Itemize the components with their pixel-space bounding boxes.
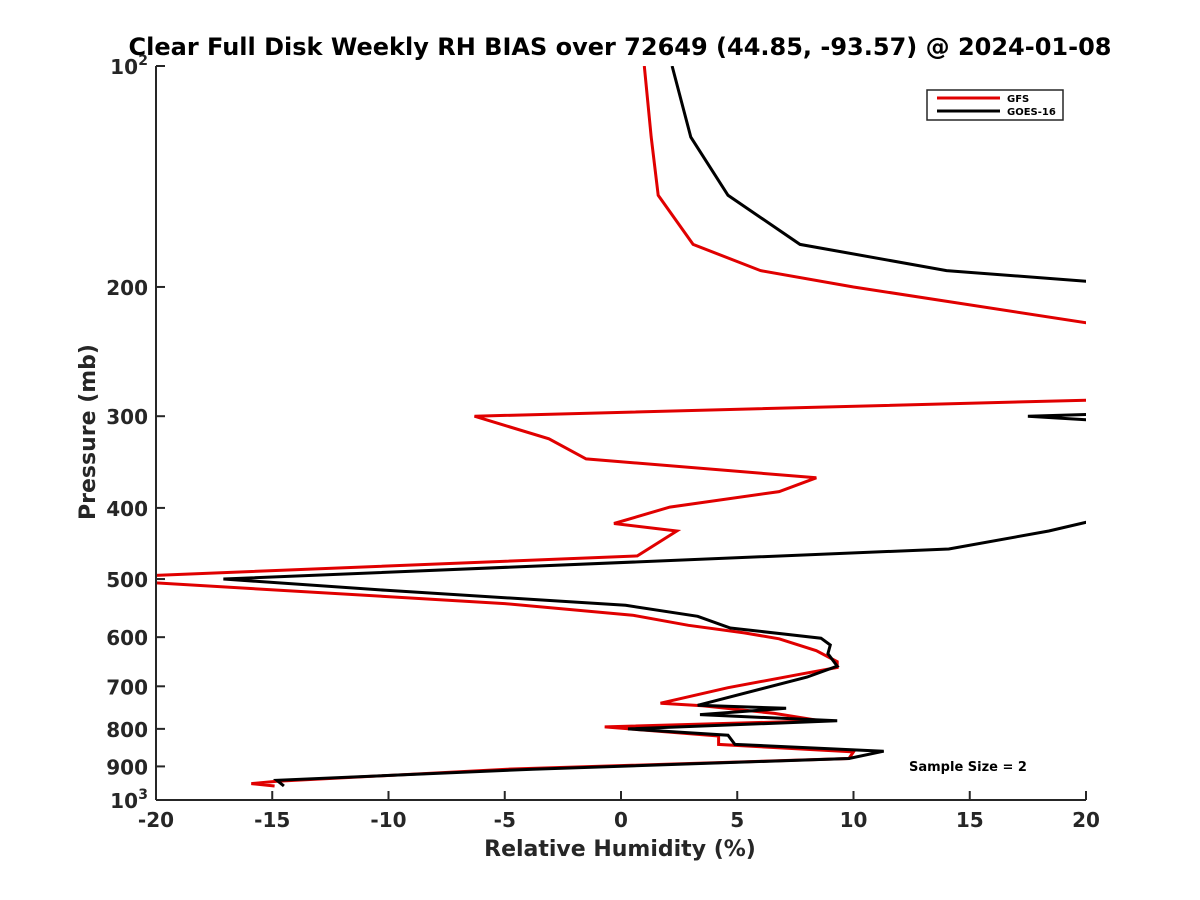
y-tick-exponent: 2 bbox=[138, 53, 148, 69]
x-tick-label: -20 bbox=[138, 808, 174, 832]
y-axis-label: Pressure (mb) bbox=[76, 344, 101, 520]
sample-size-annotation: Sample Size = 2 bbox=[909, 760, 1027, 775]
chart-title: Clear Full Disk Weekly RH BIAS over 7264… bbox=[129, 33, 1112, 61]
series-line-gfs bbox=[156, 66, 1086, 788]
x-tick-label: -5 bbox=[494, 808, 516, 832]
legend: GFS GOES-16 bbox=[926, 89, 1064, 121]
legend-label: GFS bbox=[1007, 94, 1029, 105]
y-tick-exponent: 3 bbox=[138, 787, 148, 803]
legend-box bbox=[926, 89, 1064, 121]
plot-area bbox=[156, 66, 1086, 788]
legend-label: GOES-16 bbox=[1007, 107, 1056, 118]
x-tick-label: 20 bbox=[1072, 808, 1100, 832]
series-line-goes-16 bbox=[223, 66, 1086, 788]
x-tick-label: -15 bbox=[254, 808, 290, 832]
x-axis-label: Relative Humidity (%) bbox=[484, 837, 756, 862]
x-tick-label: 5 bbox=[730, 808, 744, 832]
y-tick-label: 900 bbox=[106, 755, 148, 779]
x-tick-label: 15 bbox=[956, 808, 984, 832]
y-tick-label: 800 bbox=[106, 718, 148, 742]
x-tick-label: -10 bbox=[370, 808, 406, 832]
y-tick-label: 10 bbox=[110, 789, 138, 813]
x-tick-label: 10 bbox=[840, 808, 868, 832]
y-tick-label: 600 bbox=[106, 626, 148, 650]
y-tick-label: 300 bbox=[106, 405, 148, 429]
y-tick-label: 700 bbox=[106, 675, 148, 699]
y-tick-label: 200 bbox=[106, 276, 148, 300]
y-tick-label: 500 bbox=[106, 568, 148, 592]
y-tick-label: 400 bbox=[106, 497, 148, 521]
y-tick-label: 10 bbox=[110, 55, 138, 79]
x-tick-label: 0 bbox=[614, 808, 628, 832]
